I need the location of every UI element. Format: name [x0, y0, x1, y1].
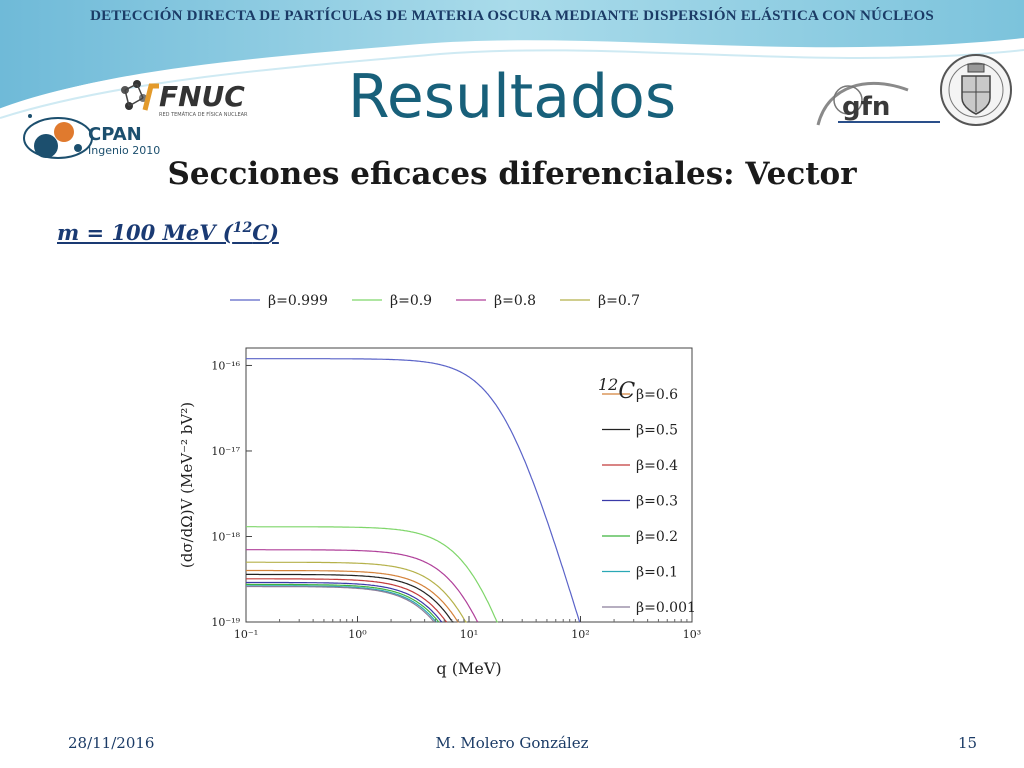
fanuc-logo-main: FNUC	[159, 80, 245, 113]
formula-isotope-mass: 12	[232, 220, 253, 236]
y-tick-label: 10⁻¹⁶	[211, 359, 240, 372]
slide-subtitle: Secciones eficaces diferenciales: Vector	[167, 156, 857, 192]
cpan-logo-main: CPAN	[88, 124, 142, 145]
legend-label: β=0.6	[636, 387, 678, 403]
page-title: Resultados	[347, 62, 677, 132]
legend-label: β=0.1	[636, 565, 678, 581]
y-axis-label: (dσ/dΩ)V (MeV⁻² bV²)	[178, 402, 196, 568]
gfn-logo: gfn	[808, 70, 943, 130]
cpan-logo: CPAN Ingenio 2010	[20, 110, 180, 165]
legend-label: β=0.8	[494, 293, 536, 309]
y-axis-ticks: 10⁻¹⁶ 10⁻¹⁷ 10⁻¹⁸ 10⁻¹⁹	[211, 359, 252, 629]
series-line-6	[246, 578, 448, 623]
series-line-9	[246, 585, 438, 623]
series-line-8	[246, 583, 440, 623]
y-tick-label: 10⁻¹⁷	[211, 445, 240, 458]
formula-isotope-symbol: C	[252, 220, 269, 245]
legend-label: β=0.4	[636, 458, 678, 474]
cross-section-chart: β=0.999 β=0.9 β=0.8 β=0.7 10⁻¹ 10⁰ 10¹ 10² 10³ …	[178, 293, 701, 678]
series-line-1	[246, 526, 499, 623]
formula-lhs: m = 100 MeV (	[57, 220, 233, 245]
formula-close: )	[268, 220, 279, 245]
crest-icon	[940, 54, 1012, 126]
x-axis-ticks: 10⁻¹ 10⁰ 10¹ 10² 10³	[234, 616, 701, 641]
x-tick-label: 10⁻¹	[234, 628, 258, 641]
series-line-5	[246, 573, 454, 623]
legend-label: β=0.5	[636, 423, 678, 439]
series-line-3	[246, 561, 467, 623]
gfn-logo-text: gfn	[842, 92, 891, 122]
curves	[246, 358, 581, 623]
atom-network-icon	[121, 80, 159, 111]
x-tick-label: 10⁰	[348, 628, 367, 641]
legend-label: β=0.001	[636, 600, 696, 616]
legend-top: β=0.999 β=0.9 β=0.8 β=0.7	[230, 293, 640, 309]
cpan-logo-sub: Ingenio 2010	[88, 144, 161, 157]
x-axis-label: q (MeV)	[436, 659, 501, 678]
annotation-mass: 12	[598, 375, 618, 394]
x-tick-label: 10¹	[460, 628, 478, 641]
y-tick-label: 10⁻¹⁹	[211, 616, 240, 629]
nucleus-swirl-icon	[816, 82, 940, 126]
y-tick-label: 10⁻¹⁸	[211, 530, 240, 543]
x-tick-label: 10²	[571, 628, 589, 641]
fanuc-logo: FNUC RED TEMÁTICA DE FÍSICA NUCLEAR	[115, 78, 250, 123]
legend-label: β=0.999	[268, 293, 328, 309]
footer-author: M. Molero González	[435, 734, 589, 752]
series-line-10	[246, 585, 435, 623]
legend-label: β=0.3	[636, 494, 678, 510]
series-line-0	[246, 358, 581, 623]
fanuc-logo-sub: RED TEMÁTICA DE FÍSICA NUCLEAR	[159, 112, 248, 118]
orbit-icon	[23, 114, 93, 159]
series-line-4	[246, 569, 460, 623]
footer-page-number: 15	[958, 734, 978, 752]
x-tick-label: 10³	[683, 628, 701, 641]
header-banner: DETECCIÓN DIRECTA DE PARTÍCULAS DE MATER…	[90, 8, 934, 24]
legend-right: β=0.6 β=0.5 β=0.4 β=0.3 β=0.2 β=0.1 β=0.001	[602, 387, 696, 616]
annotation-symbol: C	[618, 379, 635, 404]
legend-label: β=0.9	[390, 293, 432, 309]
legend-label: β=0.2	[636, 529, 678, 545]
mass-formula: m = 100 MeV (12C)	[57, 220, 279, 245]
footer-date: 28/11/2016	[68, 734, 155, 752]
isotope-annotation: 12C	[598, 375, 635, 404]
university-crest-logo	[938, 50, 1014, 130]
series-line-7	[246, 581, 443, 623]
legend-label: β=0.7	[598, 293, 640, 309]
series-line-2	[246, 549, 479, 623]
